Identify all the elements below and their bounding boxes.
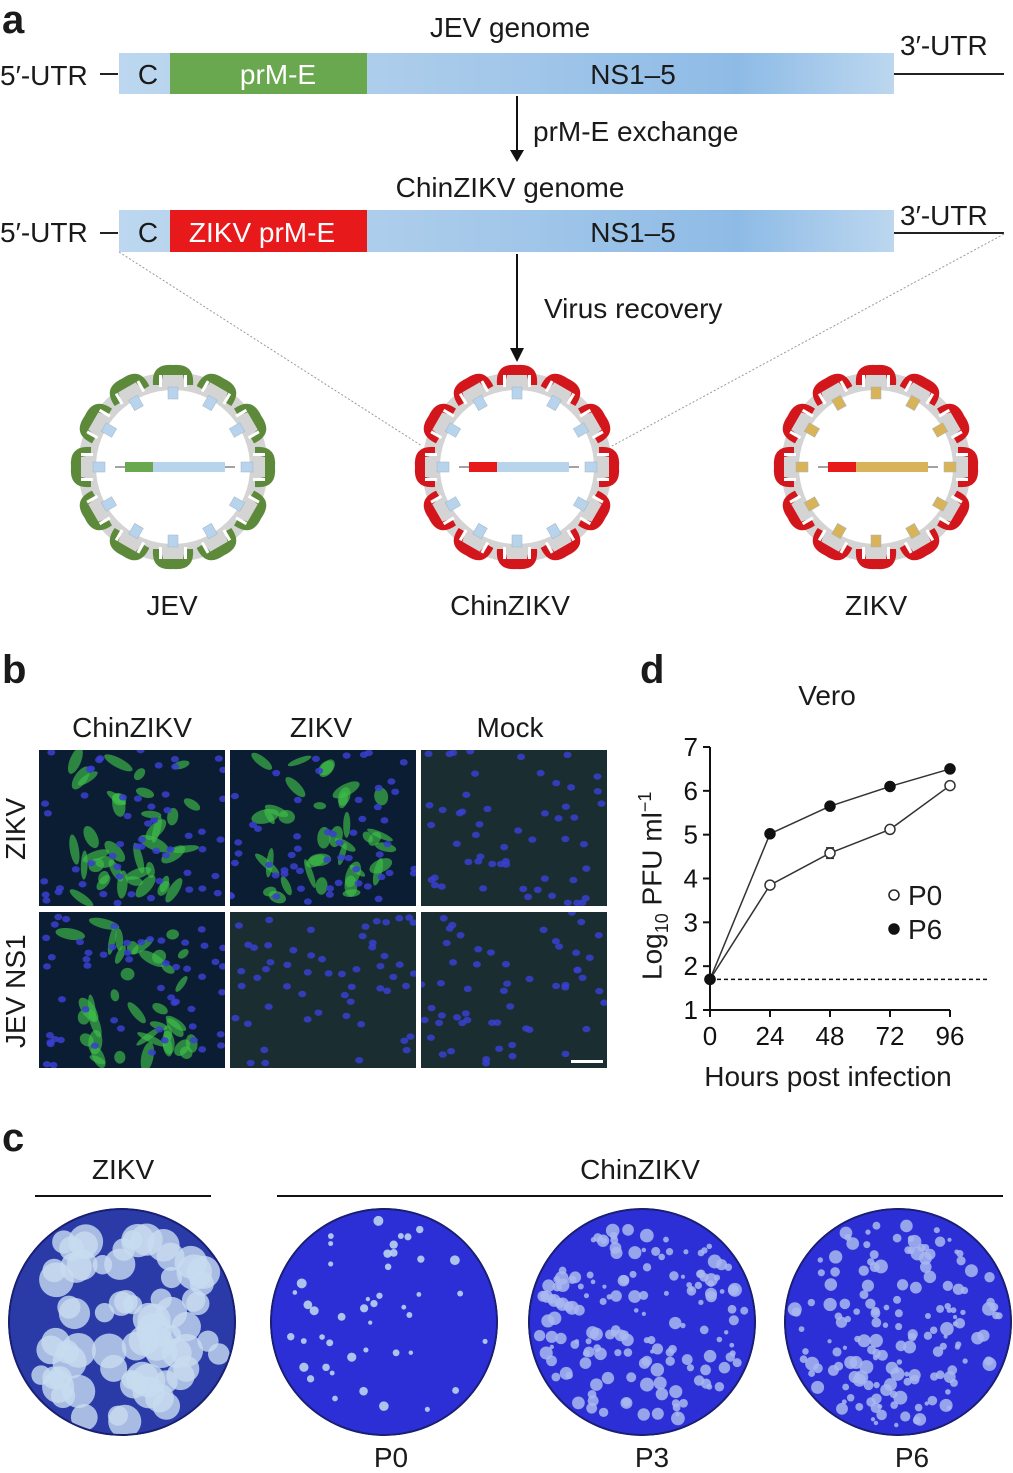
chin-c-label: C bbox=[137, 217, 159, 248]
chart-title: Vero bbox=[798, 680, 856, 711]
plaque-group-chinzikv: ChinZIKV bbox=[580, 1154, 700, 1185]
micro-image-ns1-zikv bbox=[230, 912, 416, 1068]
micro-image-zikv-zikv bbox=[230, 750, 416, 906]
x-tick-label: 72 bbox=[876, 1021, 905, 1051]
y-tick-label: 3 bbox=[684, 907, 698, 937]
chin-ns-label: NS1–5 bbox=[590, 217, 676, 248]
panel-letter-d: d bbox=[640, 648, 665, 692]
plaque-label-p6: P6 bbox=[894, 1442, 930, 1473]
data-point bbox=[944, 763, 956, 775]
x-tick-label: 48 bbox=[816, 1021, 845, 1051]
micro-image-ns1-chinzikv bbox=[39, 912, 225, 1068]
y-tick-label: 2 bbox=[684, 951, 698, 981]
data-point bbox=[824, 800, 836, 812]
jev-utr3-line bbox=[894, 73, 1004, 75]
micro-col-chinzikv: ChinZIKV bbox=[72, 712, 192, 743]
data-point bbox=[824, 847, 836, 859]
series-p6 bbox=[704, 763, 956, 986]
chin-utr3-label: 3′-UTR bbox=[900, 200, 988, 231]
y-tick-label: 6 bbox=[684, 776, 698, 806]
virion-zikv bbox=[773, 364, 979, 570]
exchange-step-label: prM-E exchange bbox=[533, 116, 739, 147]
virion-label-chinzikv: ChinZIKV bbox=[450, 590, 570, 621]
plaque-group-zikv-line bbox=[35, 1195, 211, 1197]
y-tick-label: 1 bbox=[684, 995, 698, 1025]
y-tick-label: 4 bbox=[684, 864, 698, 894]
y-tick-label: 7 bbox=[684, 732, 698, 762]
plaque-group-zikv: ZIKV bbox=[91, 1154, 155, 1185]
data-point bbox=[704, 973, 716, 986]
legend-label-p0: P0 bbox=[908, 880, 943, 911]
y-tick-label: 5 bbox=[684, 820, 698, 850]
legend-marker-p0 bbox=[888, 889, 900, 901]
x-tick-label: 96 bbox=[936, 1021, 965, 1051]
data-point bbox=[884, 780, 896, 793]
data-point bbox=[884, 823, 896, 836]
jev-utr5-line bbox=[100, 73, 118, 75]
plaque-group-chinzikv-line bbox=[277, 1195, 1003, 1197]
chin-utr5-label: 5′-UTR bbox=[0, 217, 88, 248]
jev-genome-title: JEV genome bbox=[429, 12, 591, 43]
micro-image-ns1-mock bbox=[421, 912, 607, 1068]
micro-col-mock: Mock bbox=[476, 712, 544, 743]
virion-jev bbox=[70, 364, 276, 570]
jev-prm-e-segment bbox=[170, 53, 367, 94]
plaque-dish-p3 bbox=[528, 1208, 756, 1436]
panel-letter-c: c bbox=[2, 1116, 25, 1160]
x-tick-label: 24 bbox=[756, 1021, 785, 1051]
chin-utr5-line bbox=[100, 232, 118, 234]
chin-utr3-line bbox=[894, 232, 1004, 234]
data-point bbox=[764, 828, 776, 840]
chart-xlabel: Hours post infection bbox=[704, 1061, 952, 1092]
legend-label-p6: P6 bbox=[908, 914, 943, 945]
plaque-label-p0: P0 bbox=[373, 1442, 409, 1473]
plaque-dish-p6 bbox=[784, 1208, 1012, 1436]
micro-col-zikv: ZIKV bbox=[289, 712, 353, 743]
recovery-step-label: Virus recovery bbox=[544, 293, 723, 324]
legend-marker-p6 bbox=[888, 923, 900, 935]
jev-ns-label: NS1–5 bbox=[590, 59, 676, 90]
plaque-dish-zikv bbox=[8, 1208, 236, 1436]
data-point bbox=[764, 879, 776, 891]
plaque-label-p3: P3 bbox=[634, 1442, 670, 1473]
jev-utr3-label: 3′-UTR bbox=[900, 30, 988, 61]
micro-row-zikv: ZIKV bbox=[0, 797, 31, 860]
x-tick-label: 0 bbox=[703, 1021, 717, 1051]
jev-utr5-label: 5′-UTR bbox=[0, 60, 88, 91]
panel-letter-b: b bbox=[2, 648, 27, 692]
jev-prm-e-label: prM-E bbox=[239, 59, 317, 90]
virion-label-zikv: ZIKV bbox=[844, 590, 908, 621]
panel-letter-a: a bbox=[2, 0, 25, 42]
chart-axes: 1 2 3 4 5 6 7 0 24 48 72 96 bbox=[684, 732, 965, 1051]
growth-curve-chart: 1 2 3 4 5 6 7 0 24 48 72 96 bbox=[684, 732, 990, 1051]
exchange-arrow bbox=[510, 96, 524, 162]
micro-image-zikv-mock bbox=[421, 750, 607, 906]
chin-prm-e-segment bbox=[170, 210, 367, 252]
chin-genome-title: ChinZIKV genome bbox=[395, 172, 625, 203]
chin-prm-e-label: ZIKV prM-E bbox=[188, 217, 336, 248]
legend-markers bbox=[888, 889, 900, 935]
virion-chinzikv bbox=[414, 364, 620, 570]
jev-c-label: C bbox=[137, 59, 159, 90]
micro-row-jev-ns1: JEV NS1 bbox=[0, 934, 31, 1048]
scale-bar bbox=[571, 1060, 603, 1063]
virion-label-jev: JEV bbox=[146, 590, 198, 621]
data-point bbox=[944, 779, 956, 792]
micro-image-zikv-chinzikv bbox=[39, 750, 225, 906]
recovery-arrow bbox=[510, 254, 524, 362]
plaque-dish-p0 bbox=[270, 1208, 498, 1436]
